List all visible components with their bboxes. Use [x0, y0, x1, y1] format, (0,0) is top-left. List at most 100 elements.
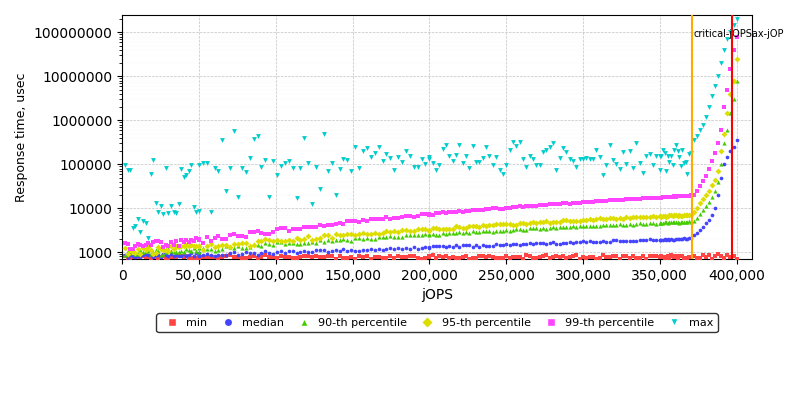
min [190, 254, 203, 261]
max [546, 139, 559, 146]
99-th percentile [423, 211, 436, 217]
max [306, 201, 318, 207]
90-th percentile [278, 241, 291, 247]
max [190, 208, 203, 215]
median [557, 240, 570, 246]
99-th percentile [533, 202, 546, 208]
90-th percentile [411, 232, 424, 238]
99-th percentile [239, 234, 252, 240]
min [594, 254, 606, 261]
min [682, 254, 695, 260]
max [403, 153, 416, 159]
99-th percentile [577, 199, 590, 205]
90-th percentile [486, 228, 499, 235]
90-th percentile [715, 161, 728, 168]
95-th percentile [580, 217, 593, 223]
median [654, 237, 666, 243]
99-th percentile [232, 233, 245, 240]
min [727, 252, 740, 259]
max [460, 153, 473, 159]
min [654, 254, 666, 260]
95-th percentile [235, 240, 248, 246]
95-th percentile [294, 237, 307, 243]
median [702, 216, 715, 223]
99-th percentile [122, 241, 134, 247]
99-th percentile [170, 238, 182, 244]
99-th percentile [208, 234, 221, 241]
median [670, 236, 682, 242]
99-th percentile [503, 204, 516, 211]
90-th percentile [674, 219, 687, 225]
95-th percentile [510, 222, 522, 228]
90-th percentile [212, 247, 225, 254]
min [526, 255, 539, 261]
95-th percentile [187, 242, 200, 249]
median [477, 242, 490, 248]
min [368, 254, 381, 260]
min [376, 255, 389, 262]
95-th percentile [530, 220, 542, 226]
max [526, 155, 539, 162]
max [131, 216, 144, 222]
95-th percentile [144, 246, 157, 253]
min [282, 254, 295, 260]
95-th percentile [255, 238, 268, 244]
max [473, 159, 486, 166]
90-th percentile [523, 225, 536, 231]
max [137, 218, 150, 224]
min [152, 256, 165, 262]
min [655, 253, 668, 259]
99-th percentile [673, 193, 686, 199]
99-th percentile [718, 104, 730, 110]
99-th percentile [570, 199, 582, 206]
90-th percentile [298, 240, 311, 246]
95-th percentile [220, 242, 233, 248]
99-th percentile [235, 233, 248, 240]
max [286, 164, 299, 171]
99-th percentile [430, 210, 442, 216]
95-th percentile [681, 212, 694, 218]
90-th percentile [510, 226, 522, 232]
99-th percentile [637, 195, 650, 202]
90-th percentile [349, 234, 362, 241]
95-th percentile [330, 231, 342, 238]
min [712, 251, 725, 258]
min [483, 252, 496, 259]
min [411, 254, 424, 261]
99-th percentile [526, 202, 539, 209]
90-th percentile [361, 235, 374, 241]
95-th percentile [228, 241, 241, 247]
95-th percentile [396, 226, 409, 233]
95-th percentile [208, 244, 221, 250]
95-th percentile [310, 236, 322, 242]
99-th percentile [290, 226, 303, 232]
95-th percentile [456, 225, 469, 231]
min [274, 253, 287, 259]
99-th percentile [597, 198, 610, 204]
median [178, 250, 190, 257]
max [411, 164, 424, 170]
min [423, 253, 436, 260]
max [533, 162, 546, 168]
95-th percentile [165, 242, 178, 249]
90-th percentile [590, 222, 602, 229]
median [172, 253, 185, 260]
median [646, 237, 659, 243]
99-th percentile [224, 232, 237, 238]
min [540, 252, 553, 258]
max [634, 160, 646, 166]
max [322, 168, 334, 174]
90-th percentile [372, 233, 385, 240]
99-th percentile [167, 242, 180, 248]
90-th percentile [270, 239, 283, 246]
99-th percentile [294, 226, 307, 232]
median [129, 254, 142, 260]
min [570, 252, 582, 258]
min [517, 256, 530, 262]
max [345, 168, 358, 174]
median [657, 237, 670, 244]
median [122, 254, 134, 261]
max [165, 203, 178, 210]
99-th percentile [668, 193, 681, 200]
max [159, 165, 172, 171]
